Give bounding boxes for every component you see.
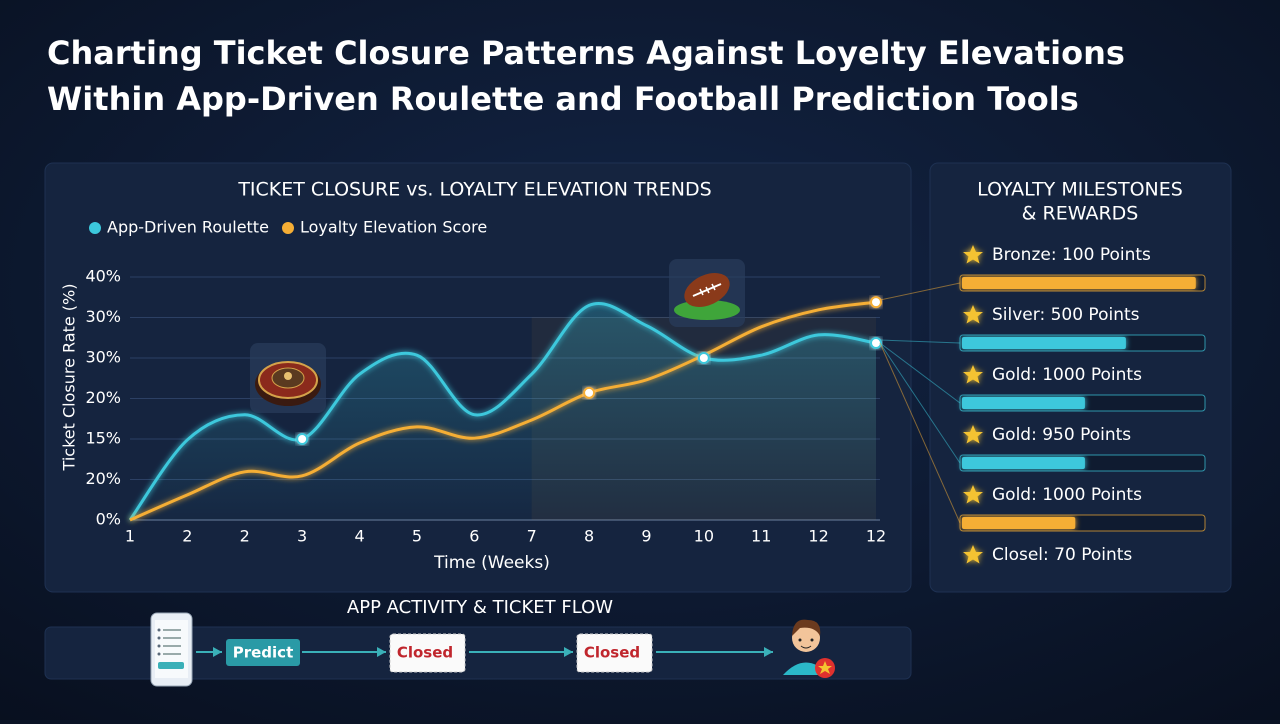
y-tick-label: 30%	[85, 348, 121, 367]
connector	[879, 282, 961, 301]
star-icon	[963, 305, 983, 324]
x-tick-label: 6	[469, 527, 479, 546]
flow-step	[226, 639, 300, 666]
x-axis-label: Time (Weeks)	[433, 553, 550, 573]
connector	[879, 342, 961, 404]
x-tick-label: 12	[866, 527, 886, 546]
y-axis-label: Ticket Closure Rate (%)	[60, 284, 79, 472]
progress-bar	[962, 397, 1085, 409]
x-tick-label: 2	[182, 527, 192, 546]
connector	[879, 342, 961, 464]
star-icon	[963, 425, 983, 444]
ticket	[576, 633, 653, 673]
x-tick-label: 12	[808, 527, 828, 546]
series-line	[128, 302, 877, 521]
flow-arrowhead	[377, 647, 386, 657]
progress-bar	[962, 457, 1085, 469]
milestone-label: Silver: 500 Points	[992, 305, 1140, 325]
ticket	[389, 633, 466, 673]
y-tick-label: 30%	[85, 307, 121, 326]
milestones-title: & REWARDS	[1022, 203, 1139, 225]
roulette-icon	[250, 343, 326, 413]
x-tick-label: 5	[412, 527, 422, 546]
milestones-panel	[929, 162, 1232, 593]
progress-bar	[962, 337, 1126, 349]
x-tick-label: 4	[354, 527, 364, 546]
star-icon	[963, 545, 983, 564]
highlight-point	[583, 386, 596, 399]
milestones-title: LOYALTY MILESTONES	[977, 179, 1183, 201]
y-tick-label: 0%	[96, 510, 121, 529]
x-tick-label: 3	[297, 527, 307, 546]
highlight-point	[870, 337, 882, 350]
y-tick-label: 20%	[85, 469, 121, 488]
progress-bar	[962, 277, 1196, 289]
x-tick-label: 8	[584, 527, 594, 546]
highlight-point	[296, 433, 309, 445]
connector	[879, 339, 961, 344]
y-tick-label: 20%	[85, 388, 121, 407]
series-area	[130, 303, 876, 520]
x-tick-label: 10	[694, 527, 714, 546]
chart-title: TICKET CLOSURE vs. LOYALTY ELEVATION TRE…	[237, 179, 711, 201]
football-icon	[669, 259, 745, 327]
flow-arrowhead	[764, 647, 773, 657]
legend-label: Loyalty Elevation Score	[300, 218, 487, 237]
x-tick-label: 7	[527, 527, 537, 546]
milestone-label: Gold: 1000 Points	[992, 485, 1142, 505]
legend-swatch	[89, 222, 101, 234]
star-icon	[963, 485, 983, 504]
connector	[879, 342, 961, 524]
x-tick-label: 11	[751, 527, 771, 546]
phone-icon	[150, 612, 193, 687]
page-title: Charting Ticket Closure Patterns Against…	[47, 34, 1125, 72]
avatar-icon	[783, 619, 835, 678]
milestone-label: Closel: 70 Points	[992, 545, 1132, 565]
milestone-label: Gold: 950 Points	[992, 425, 1131, 445]
ticket-label: Closed	[397, 644, 453, 662]
x-tick-label: 9	[641, 527, 651, 546]
milestone-label: Gold: 1000 Points	[992, 365, 1142, 385]
x-tick-label: 2	[240, 527, 250, 546]
star-icon	[963, 245, 983, 264]
highlight-point	[870, 296, 882, 309]
series-line	[129, 300, 877, 522]
flow-title: APP ACTIVITY & TICKET FLOW	[347, 597, 613, 618]
x-tick-label: 1	[125, 527, 135, 546]
flow-arrowhead	[213, 647, 222, 657]
page-title: Within App-Driven Roulette and Football …	[47, 80, 1079, 118]
ticket-label: Closed	[584, 644, 640, 662]
highlight-point	[697, 352, 710, 364]
legend-label: App-Driven Roulette	[107, 218, 269, 237]
y-tick-label: 40%	[85, 267, 121, 286]
legend-swatch	[282, 222, 294, 234]
y-tick-label: 15%	[85, 429, 121, 448]
star-icon	[963, 365, 983, 384]
progress-bar	[962, 517, 1076, 529]
flow-step-label: Predict	[233, 644, 294, 662]
flow-arrowhead	[564, 647, 573, 657]
milestone-label: Bronze: 100 Points	[992, 245, 1151, 265]
